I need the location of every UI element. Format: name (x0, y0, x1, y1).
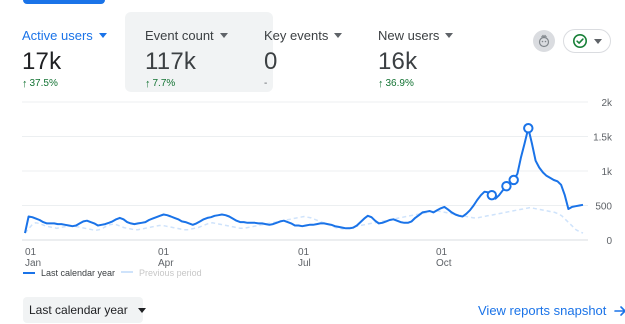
legend-swatch-current (23, 272, 35, 274)
metric-label: Active users (22, 28, 93, 43)
metric-label-row[interactable]: Event count (145, 28, 228, 43)
legend-label-previous: Previous period (139, 268, 202, 278)
status-dropdown-button[interactable] (563, 29, 611, 53)
metric-label: New users (378, 28, 440, 43)
date-range-value: Last calendar year (29, 303, 128, 317)
date-range-select[interactable]: Last calendar year (23, 297, 146, 323)
series-last-calendar-year-line (24, 127, 584, 234)
series-previous-period-line (24, 206, 584, 234)
selected-metric-indicator (23, 0, 105, 4)
arrow-right-icon (614, 305, 625, 316)
metric-delta: ↑ 7.7% (145, 78, 175, 89)
arrow-up-icon: ↑ (378, 77, 384, 90)
x-tick-label: 01 (25, 247, 37, 258)
chevron-down-icon (219, 33, 228, 38)
snapshot-link-label: View reports snapshot (478, 303, 607, 318)
metric-delta: ↑ 36.9% (378, 78, 414, 89)
anomaly-marker[interactable] (501, 180, 512, 192)
x-tick-label: 01 (158, 247, 170, 258)
y-tick-label: 1k (601, 167, 613, 178)
x-tick-sublabel: Jul (298, 258, 311, 269)
x-tick-label: 01 (436, 247, 448, 258)
insights-icon (538, 34, 550, 48)
metric-label-row[interactable]: New users (378, 28, 454, 43)
anomaly-marker[interactable] (508, 174, 519, 186)
metric-label-row[interactable]: Active users (22, 28, 107, 43)
metric-label-row[interactable]: Key events (264, 28, 343, 43)
metric-key-events[interactable]: Key events 0 - (254, 12, 360, 92)
metric-delta: - (264, 78, 267, 89)
x-tick-label: 01 (298, 247, 310, 258)
metric-delta-value: 7.7% (152, 78, 176, 89)
y-tick-label: 1.5k (593, 133, 613, 144)
metric-delta-value: 37.5% (29, 78, 58, 89)
metric-value: 16k (378, 48, 418, 75)
x-tick-sublabel: Oct (436, 258, 452, 269)
arrow-up-icon: ↑ (145, 77, 151, 90)
x-tick-sublabel: Jan (25, 258, 41, 269)
check-circle-icon (573, 34, 587, 48)
metric-delta-value: 36.9% (385, 78, 414, 89)
x-tick-sublabel: Apr (158, 258, 174, 269)
metric-delta: ↑ 37.5% (22, 78, 58, 89)
chevron-down-icon (334, 33, 343, 38)
metric-delta-value: - (264, 78, 268, 89)
chevron-down-icon (445, 33, 454, 38)
metric-value: 0 (264, 48, 278, 75)
y-tick-label: 0 (606, 236, 612, 247)
metric-label: Event count (145, 28, 214, 43)
metric-active-users[interactable]: Active users 17k ↑ 37.5% (12, 12, 118, 92)
anomaly-marker[interactable] (523, 123, 534, 134)
arrow-up-icon: ↑ (22, 77, 28, 90)
legend-swatch-previous (121, 271, 134, 275)
insights-button[interactable] (533, 30, 555, 52)
y-tick-label: 500 (595, 202, 612, 213)
metric-label: Key events (264, 28, 329, 43)
metric-new-users[interactable]: New users 16k ↑ 36.9% (368, 12, 478, 92)
y-tick-label: 2k (601, 98, 613, 109)
chevron-down-icon (98, 33, 107, 38)
metric-value: 117k (145, 48, 197, 75)
chart-legend: Last calendar year Previous period (23, 268, 202, 278)
metric-value: 17k (22, 48, 62, 75)
metric-event-count[interactable]: Event count 117k ↑ 7.7% (125, 12, 273, 92)
users-line-chart: 2k 1.5k 1k 500 0 01 Jan 01 Apr 01 Jul 01 Oct (0, 92, 625, 269)
view-reports-snapshot-link[interactable]: View reports snapshot (478, 303, 625, 318)
chevron-down-icon (594, 38, 602, 44)
legend-label-current: Last calendar year (41, 268, 116, 278)
chevron-down-icon (137, 307, 146, 313)
anomaly-marker[interactable] (486, 189, 498, 201)
